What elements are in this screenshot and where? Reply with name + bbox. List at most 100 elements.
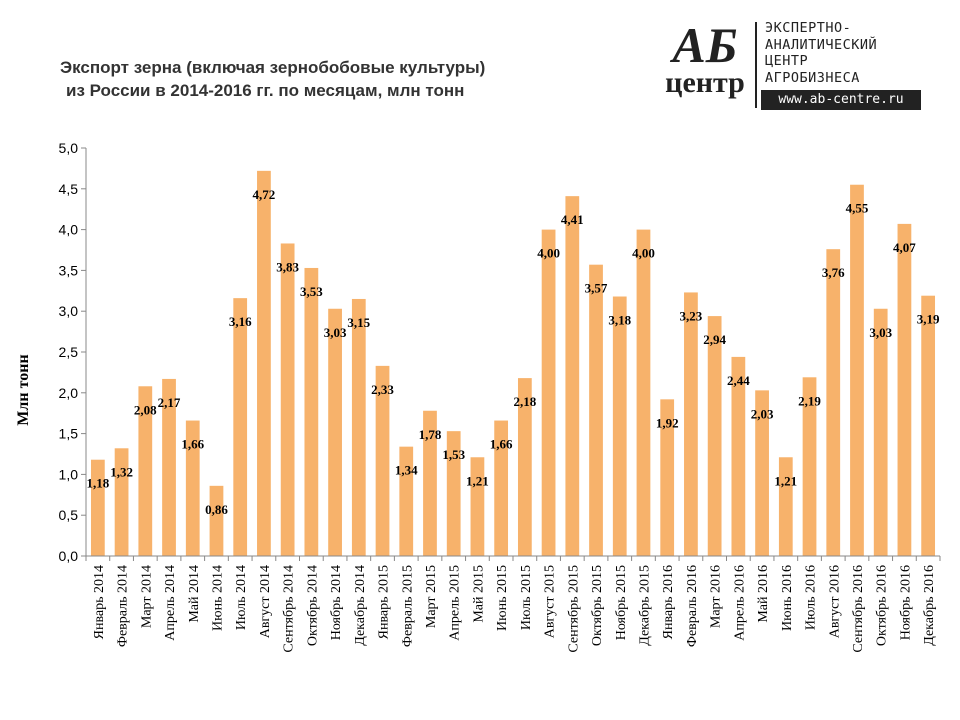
- data-label: 3,57: [585, 281, 608, 296]
- bar: [660, 399, 675, 556]
- bar: [873, 308, 888, 556]
- data-label: 4,00: [632, 246, 655, 261]
- x-tick-label: Февраль 2014: [116, 565, 131, 647]
- bar: [446, 431, 461, 556]
- data-label: 2,94: [703, 332, 726, 347]
- data-label: 4,07: [893, 240, 916, 255]
- x-tick-label: Апрель 2014: [163, 565, 178, 641]
- data-label: 3,19: [917, 312, 940, 327]
- data-label: 1,21: [466, 473, 489, 488]
- y-tick-labels-group: 0,0 0,5 1,0 1,5 2,0 2,5 3,0 3,5 4,0 4,5 5,0: [59, 140, 79, 564]
- data-label: 4,55: [846, 201, 869, 216]
- bar: [257, 170, 271, 556]
- logo-line-2: АНАЛИТИЧЕСКИЙ: [765, 36, 878, 53]
- bar: [399, 446, 414, 556]
- data-label: 1,78: [419, 427, 442, 442]
- x-tick-label: Июль 2016: [804, 565, 819, 630]
- data-label: 2,18: [513, 394, 536, 409]
- data-label: 2,08: [134, 402, 157, 417]
- data-label: 2,17: [158, 395, 181, 410]
- x-tick-label: Январь 2014: [92, 565, 107, 639]
- bar: [280, 243, 295, 557]
- x-tick-label: Июнь 2016: [780, 565, 795, 631]
- x-tick-label: Май 2016: [756, 565, 771, 623]
- logo-divider: [755, 22, 757, 108]
- bar: [826, 249, 841, 556]
- x-tick-label: Февраль 2015: [400, 565, 415, 647]
- logo-line-3: ЦЕНТР: [765, 53, 809, 69]
- bar: [162, 378, 176, 556]
- x-tick-label: Май 2015: [471, 565, 486, 623]
- data-label: 3,53: [300, 284, 323, 299]
- data-label: 1,21: [774, 473, 797, 488]
- bar: [897, 223, 912, 556]
- y-axis-label: Млн тонн: [15, 354, 32, 425]
- x-tick-label: Август 2016: [827, 565, 842, 638]
- bar: [351, 298, 366, 556]
- data-label: 1,18: [86, 476, 109, 491]
- logo-mark-bottom: центр: [665, 66, 745, 99]
- x-tick-label: Апрель 2016: [732, 565, 747, 641]
- x-tick-label: Ноябрь 2015: [614, 565, 629, 640]
- axes-group: [81, 147, 941, 561]
- x-tick-label: Июль 2014: [234, 565, 249, 630]
- x-tick-label: Март 2014: [139, 565, 154, 628]
- x-tick-label: Декабрь 2015: [637, 565, 652, 646]
- bar: [423, 410, 437, 556]
- chart-title-line-1: Экспорт зерна (включая зернобобовые куль…: [60, 58, 486, 77]
- logo-mark-top: АБ: [672, 17, 738, 73]
- x-tick-label: Февраль 2016: [685, 565, 700, 647]
- data-label: 3,15: [347, 315, 370, 330]
- x-tick-label: Сентябрь 2014: [282, 565, 297, 653]
- x-tick-label: Сентябрь 2016: [851, 565, 866, 653]
- bar: [541, 229, 556, 556]
- data-label: 1,66: [181, 437, 204, 452]
- data-label: 4,41: [561, 212, 584, 227]
- data-label: 4,00: [537, 246, 560, 261]
- bar: [138, 386, 153, 556]
- data-label: 1,66: [490, 437, 513, 452]
- data-label: 3,03: [324, 325, 347, 340]
- y-tick-label: 3,5: [59, 262, 79, 278]
- bar: [731, 356, 746, 556]
- x-tick-label: Июнь 2015: [495, 565, 510, 631]
- bar: [517, 378, 532, 556]
- logo-line-1: ЭКСПЕРТНО-: [765, 20, 852, 36]
- y-tick-label: 4,0: [59, 222, 79, 238]
- bar: [494, 420, 509, 556]
- data-label: 2,19: [798, 393, 821, 408]
- x-tick-label: Декабрь 2016: [922, 565, 937, 646]
- x-tick-label: Май 2014: [187, 565, 202, 623]
- y-tick-label: 1,5: [59, 426, 79, 442]
- bar: [850, 184, 864, 556]
- data-label: 3,83: [276, 259, 299, 274]
- x-tick-label: Март 2015: [424, 565, 439, 628]
- bar: [375, 365, 390, 556]
- bar: [612, 296, 627, 556]
- data-label: 2,03: [751, 406, 774, 421]
- data-label: 1,32: [110, 464, 133, 479]
- x-tick-label: Январь 2015: [377, 565, 392, 639]
- bar: [802, 377, 817, 556]
- data-label: 3,76: [822, 265, 845, 280]
- y-tick-label: 4,5: [59, 181, 79, 197]
- y-tick-label: 0,5: [59, 507, 79, 523]
- logo-url: www.ab-centre.ru: [761, 90, 921, 110]
- chart-title: Экспорт зерна (включая зернобобовые куль…: [60, 56, 485, 102]
- bar: [470, 457, 485, 556]
- data-label: 1,34: [395, 463, 418, 478]
- bar: [707, 316, 722, 556]
- x-tick-label: Июнь 2014: [210, 565, 225, 631]
- data-label: 3,23: [680, 308, 703, 323]
- data-labels-group: 1,181,32 2,08 2,17 1,66 0,86 3,16 4,72 3,833,53…: [86, 187, 940, 517]
- ab-centre-logo: АБ центр ЭКСПЕРТНО- АНАЛИТИЧЕСКИЙ ЦЕНТР …: [655, 20, 955, 115]
- y-tick-label: 1,0: [59, 466, 79, 482]
- x-tick-label: Август 2014: [258, 565, 273, 638]
- data-label: 2,33: [371, 382, 394, 397]
- bar: [328, 308, 342, 556]
- data-label: 3,18: [608, 313, 631, 328]
- x-tick-label: Октябрь 2015: [590, 565, 605, 646]
- x-tick-label: Март 2016: [709, 565, 724, 628]
- y-tick-label: 2,0: [59, 385, 79, 401]
